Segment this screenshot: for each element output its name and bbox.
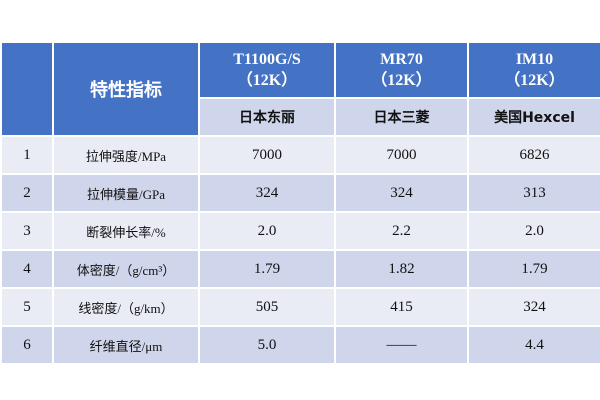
- table-row: 2 拉伸模量/GPa 324 324 313: [0, 173, 600, 213]
- row-number: 3: [0, 211, 54, 251]
- header-index-cell: [0, 41, 54, 137]
- value-cell: 2.0: [198, 211, 336, 251]
- property-name: 体密度/（g/cm³）: [52, 249, 200, 289]
- row-number: 1: [0, 135, 54, 175]
- value-cell: ——: [334, 325, 469, 365]
- property-name: 断裂伸长率/%: [52, 211, 200, 251]
- header-product-1: T1100G/S （12K）: [198, 41, 336, 99]
- value-cell: 1.79: [467, 249, 600, 289]
- header-property: 特性指标: [52, 41, 200, 137]
- value-cell: 324: [334, 173, 469, 213]
- value-cell: 505: [198, 287, 336, 327]
- table-row: 1 拉伸强度/MPa 7000 7000 6826: [0, 135, 600, 175]
- carbon-fiber-properties-table: 特性指标 T1100G/S （12K） MR70 （12K） IM10 （12K） 日…: [0, 41, 600, 365]
- table-row: 4 体密度/（g/cm³） 1.79 1.82 1.79: [0, 249, 600, 289]
- product-name: IM10: [515, 51, 554, 68]
- maker-1: 日本东丽: [198, 97, 336, 137]
- header-product-2: MR70 （12K）: [334, 41, 469, 99]
- product-spec: （12K）: [236, 72, 298, 89]
- product-name: MR70: [380, 51, 423, 68]
- row-number: 6: [0, 325, 54, 365]
- property-name: 线密度/（g/km）: [52, 287, 200, 327]
- product-spec: （12K）: [504, 72, 565, 89]
- row-number: 4: [0, 249, 54, 289]
- value-cell: 415: [334, 287, 469, 327]
- value-cell: 2.2: [334, 211, 469, 251]
- table-row: 6 纤维直径/μm 5.0 —— 4.4: [0, 325, 600, 365]
- value-cell: 6826: [467, 135, 600, 175]
- value-cell: 2.0: [467, 211, 600, 251]
- property-name: 拉伸模量/GPa: [52, 173, 200, 213]
- value-cell: 324: [467, 287, 600, 327]
- header-product-3: IM10 （12K）: [467, 41, 600, 99]
- table-row: 3 断裂伸长率/% 2.0 2.2 2.0: [0, 211, 600, 251]
- value-cell: 324: [198, 173, 336, 213]
- value-cell: 7000: [334, 135, 469, 175]
- value-cell: 313: [467, 173, 600, 213]
- property-name: 纤维直径/μm: [52, 325, 200, 365]
- row-number: 5: [0, 287, 54, 327]
- row-number: 2: [0, 173, 54, 213]
- value-cell: 5.0: [198, 325, 336, 365]
- maker-row: 日本东丽 日本三菱 美国Hexcel: [1, 97, 600, 137]
- product-spec: （12K）: [371, 72, 432, 89]
- property-name: 拉伸强度/MPa: [52, 135, 200, 175]
- value-cell: 1.82: [334, 249, 469, 289]
- maker-3: 美国Hexcel: [467, 97, 600, 137]
- maker-2: 日本三菱: [334, 97, 469, 137]
- value-cell: 4.4: [467, 325, 600, 365]
- table-row: 5 线密度/（g/km） 505 415 324: [0, 287, 600, 327]
- value-cell: 1.79: [198, 249, 336, 289]
- value-cell: 7000: [198, 135, 336, 175]
- product-name: T1100G/S: [233, 51, 301, 68]
- header-row: 特性指标 T1100G/S （12K） MR70 （12K） IM10 （12K）: [0, 41, 600, 137]
